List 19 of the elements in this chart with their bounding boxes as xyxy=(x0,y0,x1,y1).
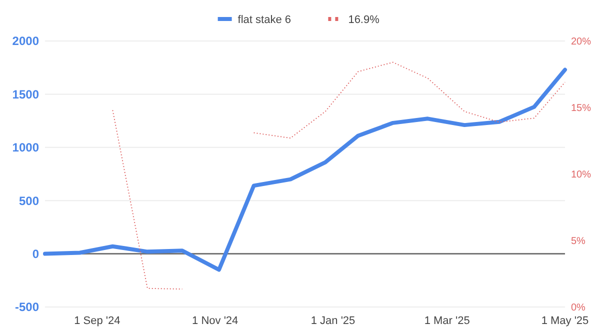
x-tick-label: 1 Sep '24 xyxy=(74,315,120,327)
y2-tick-label: 0% xyxy=(571,302,586,314)
x-tick-label: 1 May '25 xyxy=(541,315,589,327)
y-tick-label: 0 xyxy=(32,247,40,261)
y2-tick-label: 20% xyxy=(571,36,592,48)
y-tick-label: 1500 xyxy=(12,87,40,102)
line-series xyxy=(43,68,567,272)
legend-label: flat stake 6 xyxy=(238,14,292,26)
y2-tick-label: 15% xyxy=(571,103,592,114)
x-tick-label: 1 Nov '24 xyxy=(192,315,238,327)
y-tick-label: 500 xyxy=(18,194,40,208)
y2-tick-label: 5% xyxy=(571,236,586,247)
y-tick-label: 1000 xyxy=(12,140,40,155)
x-tick-label: 1 Mar '25 xyxy=(424,315,470,327)
y-tick-label: -500 xyxy=(14,300,40,314)
y2-tick-label: 10% xyxy=(571,170,592,180)
legend-label: 16.9% xyxy=(348,14,380,26)
x-tick-label: 1 Jan '25 xyxy=(310,315,356,327)
y-tick-label: 2000 xyxy=(12,34,40,48)
